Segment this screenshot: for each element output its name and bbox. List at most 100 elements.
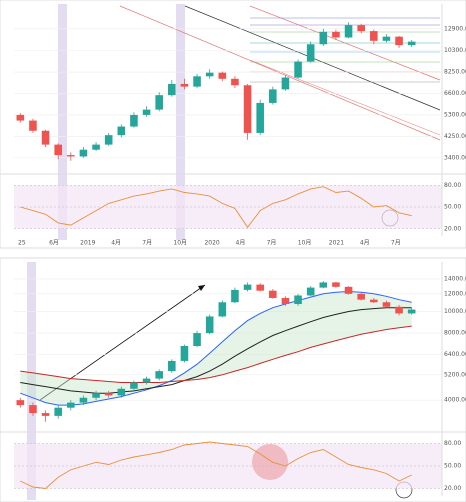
x-tick-label: 4月 [236, 240, 246, 247]
x-tick-label: 10月 [298, 240, 312, 247]
indicator-line [20, 441, 412, 489]
candle-body [395, 306, 403, 314]
candle-body [92, 393, 100, 398]
indicator-line [20, 186, 412, 229]
moving-average [20, 307, 412, 394]
candle-body [306, 44, 315, 62]
candle-body [370, 299, 378, 303]
candle-body [16, 114, 25, 121]
x-tick-label: 2019 [80, 240, 95, 247]
candle-body [319, 282, 328, 288]
y-tick-label: 8000.00 [444, 330, 466, 337]
candle-body [155, 371, 163, 379]
candle-body [117, 388, 126, 396]
top-panel [0, 0, 466, 249]
candle-body [357, 293, 365, 300]
candle-body [407, 309, 416, 314]
indicator-tick-label: 20.00 [444, 225, 461, 232]
highlight-band [27, 262, 36, 500]
candle-body [117, 126, 126, 136]
ma-band [20, 291, 412, 406]
candle-body [193, 333, 201, 347]
candle-body [29, 405, 37, 414]
candle-body [243, 284, 252, 290]
candle-body [142, 109, 151, 115]
candle-body [395, 36, 403, 46]
x-tick-label: 6月 [49, 240, 59, 247]
candle-body [168, 360, 176, 372]
candle-body [382, 36, 391, 41]
candle-body [67, 155, 75, 157]
candle-body [155, 95, 163, 110]
y-tick-label: 6600.00 [444, 90, 466, 97]
candle-body [344, 286, 353, 294]
candle-body [54, 144, 62, 156]
y-tick-label: 12900.00 [444, 25, 466, 32]
y-tick-label: 14000.00 [444, 275, 466, 282]
x-tick-label: 2020 [204, 240, 219, 247]
indicator-tick-label: 50.00 [444, 204, 461, 211]
candle-body [256, 284, 264, 291]
candle-body [41, 130, 50, 145]
candle-body [104, 135, 113, 145]
x-tick-label: 7月 [267, 240, 277, 247]
candle-body [319, 31, 328, 45]
candle-body [294, 61, 302, 78]
y-tick-label: 3400.00 [444, 154, 466, 161]
candle-body [29, 120, 37, 131]
candle-body [218, 302, 227, 317]
y-tick-label: 5200.00 [444, 371, 466, 378]
candle-body [370, 31, 378, 41]
candle-body [54, 407, 62, 416]
y-tick-label: 4000.00 [444, 397, 466, 404]
y-tick-label: 8250.00 [444, 69, 466, 76]
candle-body [130, 382, 138, 389]
candle-body [218, 72, 227, 79]
candle-body [79, 149, 88, 157]
x-tick-label: 25 [18, 240, 26, 247]
indicator-tick-label: 50.00 [444, 463, 461, 470]
candle-body [130, 114, 138, 127]
candle-body [41, 413, 50, 416]
candle-body [357, 25, 365, 32]
candle-body [79, 397, 88, 403]
candle-body [231, 289, 239, 303]
indicator-tick-label: 80.00 [444, 182, 461, 189]
x-tick-label: 10月 [173, 240, 187, 247]
candle-body [281, 297, 290, 305]
x-tick-label: 4月 [111, 240, 121, 247]
y-tick-label: 4250.00 [444, 133, 466, 140]
arrow-line [39, 284, 206, 401]
candle-body [168, 83, 176, 96]
candle-body [193, 76, 201, 87]
candle-body [269, 290, 277, 298]
indicator-tick-label: 80.00 [444, 440, 461, 447]
channel-line [249, 59, 441, 136]
candle-body [205, 316, 214, 334]
highlight-band [176, 4, 185, 240]
candle-body [407, 41, 416, 46]
candle-body [231, 78, 239, 86]
candle-body [142, 378, 151, 383]
candle-body [332, 282, 340, 287]
bottom-panel [0, 257, 466, 502]
moving-average [20, 325, 412, 383]
arrow-head [198, 285, 205, 291]
candle-body [281, 77, 290, 90]
candle-body [294, 295, 302, 305]
candle-body [306, 287, 315, 296]
candle-body [205, 72, 214, 77]
candle-body [382, 302, 391, 307]
y-tick-label: 10000.00 [444, 308, 466, 315]
candle-body [92, 144, 100, 150]
y-tick-label: 10300.00 [444, 47, 466, 54]
channel-line [119, 5, 441, 141]
candle-body [180, 83, 189, 87]
x-tick-label: 7月 [391, 240, 401, 247]
candle-body [332, 31, 340, 38]
x-tick-label: 2021 [329, 240, 344, 247]
y-tick-label: 12000.00 [444, 290, 466, 297]
candle-body [180, 346, 189, 361]
